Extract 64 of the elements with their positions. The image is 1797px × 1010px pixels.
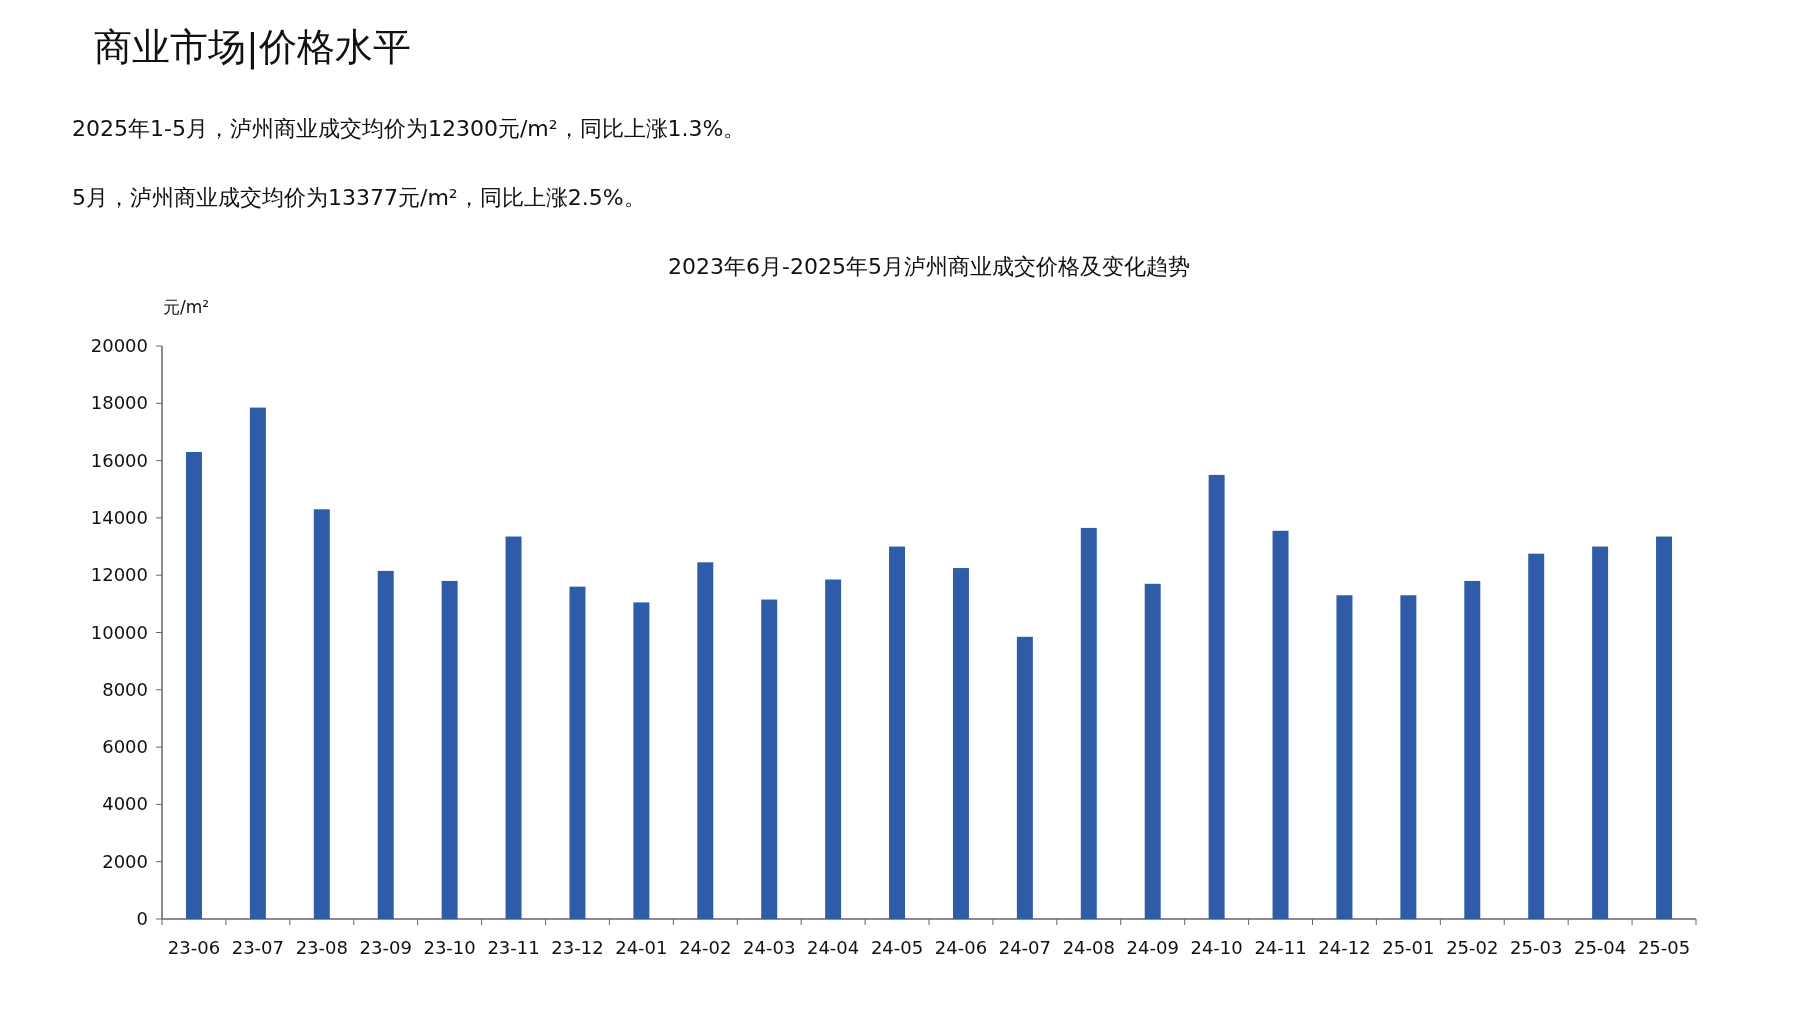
bar — [1208, 474, 1225, 919]
bar — [313, 509, 330, 919]
bar — [1656, 536, 1673, 919]
x-tick-label: 23-11 — [487, 937, 540, 958]
x-tick-label: 25-04 — [1573, 937, 1627, 958]
x-tick-label: 24-04 — [806, 937, 860, 958]
x-tick-label: 24-06 — [934, 937, 988, 958]
x-tick-label: 24-02 — [679, 937, 732, 958]
bar — [1080, 527, 1097, 919]
y-axis-title: 元/m² — [162, 297, 210, 317]
y-tick-label: 10000 — [90, 621, 148, 643]
x-tick-label: 24-03 — [743, 937, 796, 958]
y-tick-label: 2000 — [102, 850, 148, 872]
bar — [1464, 580, 1481, 919]
bar — [633, 602, 650, 919]
bar — [249, 407, 266, 919]
bar — [569, 586, 586, 919]
x-tick-label: 24-07 — [998, 937, 1052, 958]
bar — [185, 452, 202, 919]
x-tick-label: 25-03 — [1510, 937, 1563, 958]
x-tick-label: 25-05 — [1637, 937, 1691, 958]
chart-title: 2023年6月-2025年5月泸州商业成交价格及变化趋势 — [668, 254, 1190, 279]
bar — [1592, 546, 1609, 919]
bar — [377, 570, 394, 919]
bar — [825, 579, 842, 919]
x-tick-label: 24-12 — [1318, 937, 1371, 958]
bar — [1016, 636, 1033, 919]
x-tick-label: 24-01 — [615, 937, 668, 958]
bar — [1528, 553, 1545, 919]
x-tick-label: 23-08 — [295, 937, 348, 958]
text: 5月，泸州商业成交均价为13377元/m²，同比上涨2.5%。 — [72, 185, 646, 210]
y-tick-label: 20000 — [90, 335, 148, 356]
y-tick-label: 0 — [136, 908, 148, 929]
x-tick-label: 23-10 — [423, 937, 476, 958]
y-tick-label: 8000 — [102, 678, 148, 700]
bar — [761, 599, 778, 919]
bar — [505, 536, 522, 919]
bar — [1144, 583, 1161, 919]
bar — [1272, 530, 1289, 919]
y-tick-label: 12000 — [90, 564, 148, 586]
bar — [889, 546, 906, 919]
bar — [1336, 595, 1353, 919]
x-tick-label: 24-08 — [1062, 937, 1115, 958]
y-tick-label: 4000 — [102, 793, 148, 815]
y-tick-label: 6000 — [102, 736, 148, 758]
x-tick-label: 23-09 — [359, 937, 412, 958]
y-tick-label: 14000 — [90, 506, 148, 528]
x-tick-label: 24-09 — [1126, 937, 1179, 958]
text: 商业市场|价格水平 — [94, 25, 411, 70]
x-tick-label: 23-07 — [231, 937, 285, 958]
bar — [697, 562, 714, 919]
x-tick-label: 24-05 — [870, 937, 924, 958]
x-tick-label: 23-06 — [167, 937, 221, 958]
x-tick-label: 23-12 — [551, 937, 604, 958]
bar — [952, 568, 969, 919]
x-tick-label: 24-11 — [1254, 937, 1307, 958]
x-tick-label: 25-02 — [1446, 937, 1499, 958]
x-tick-label: 24-10 — [1190, 937, 1243, 958]
x-tick-label: 25-01 — [1382, 937, 1435, 958]
text: 2025年1-5月，泸州商业成交均价为12300元/m²，同比上涨1.3%。 — [72, 116, 746, 141]
y-tick-label: 18000 — [90, 392, 148, 414]
y-tick-label: 16000 — [90, 449, 148, 471]
bar — [1400, 595, 1417, 919]
bar — [441, 580, 458, 919]
